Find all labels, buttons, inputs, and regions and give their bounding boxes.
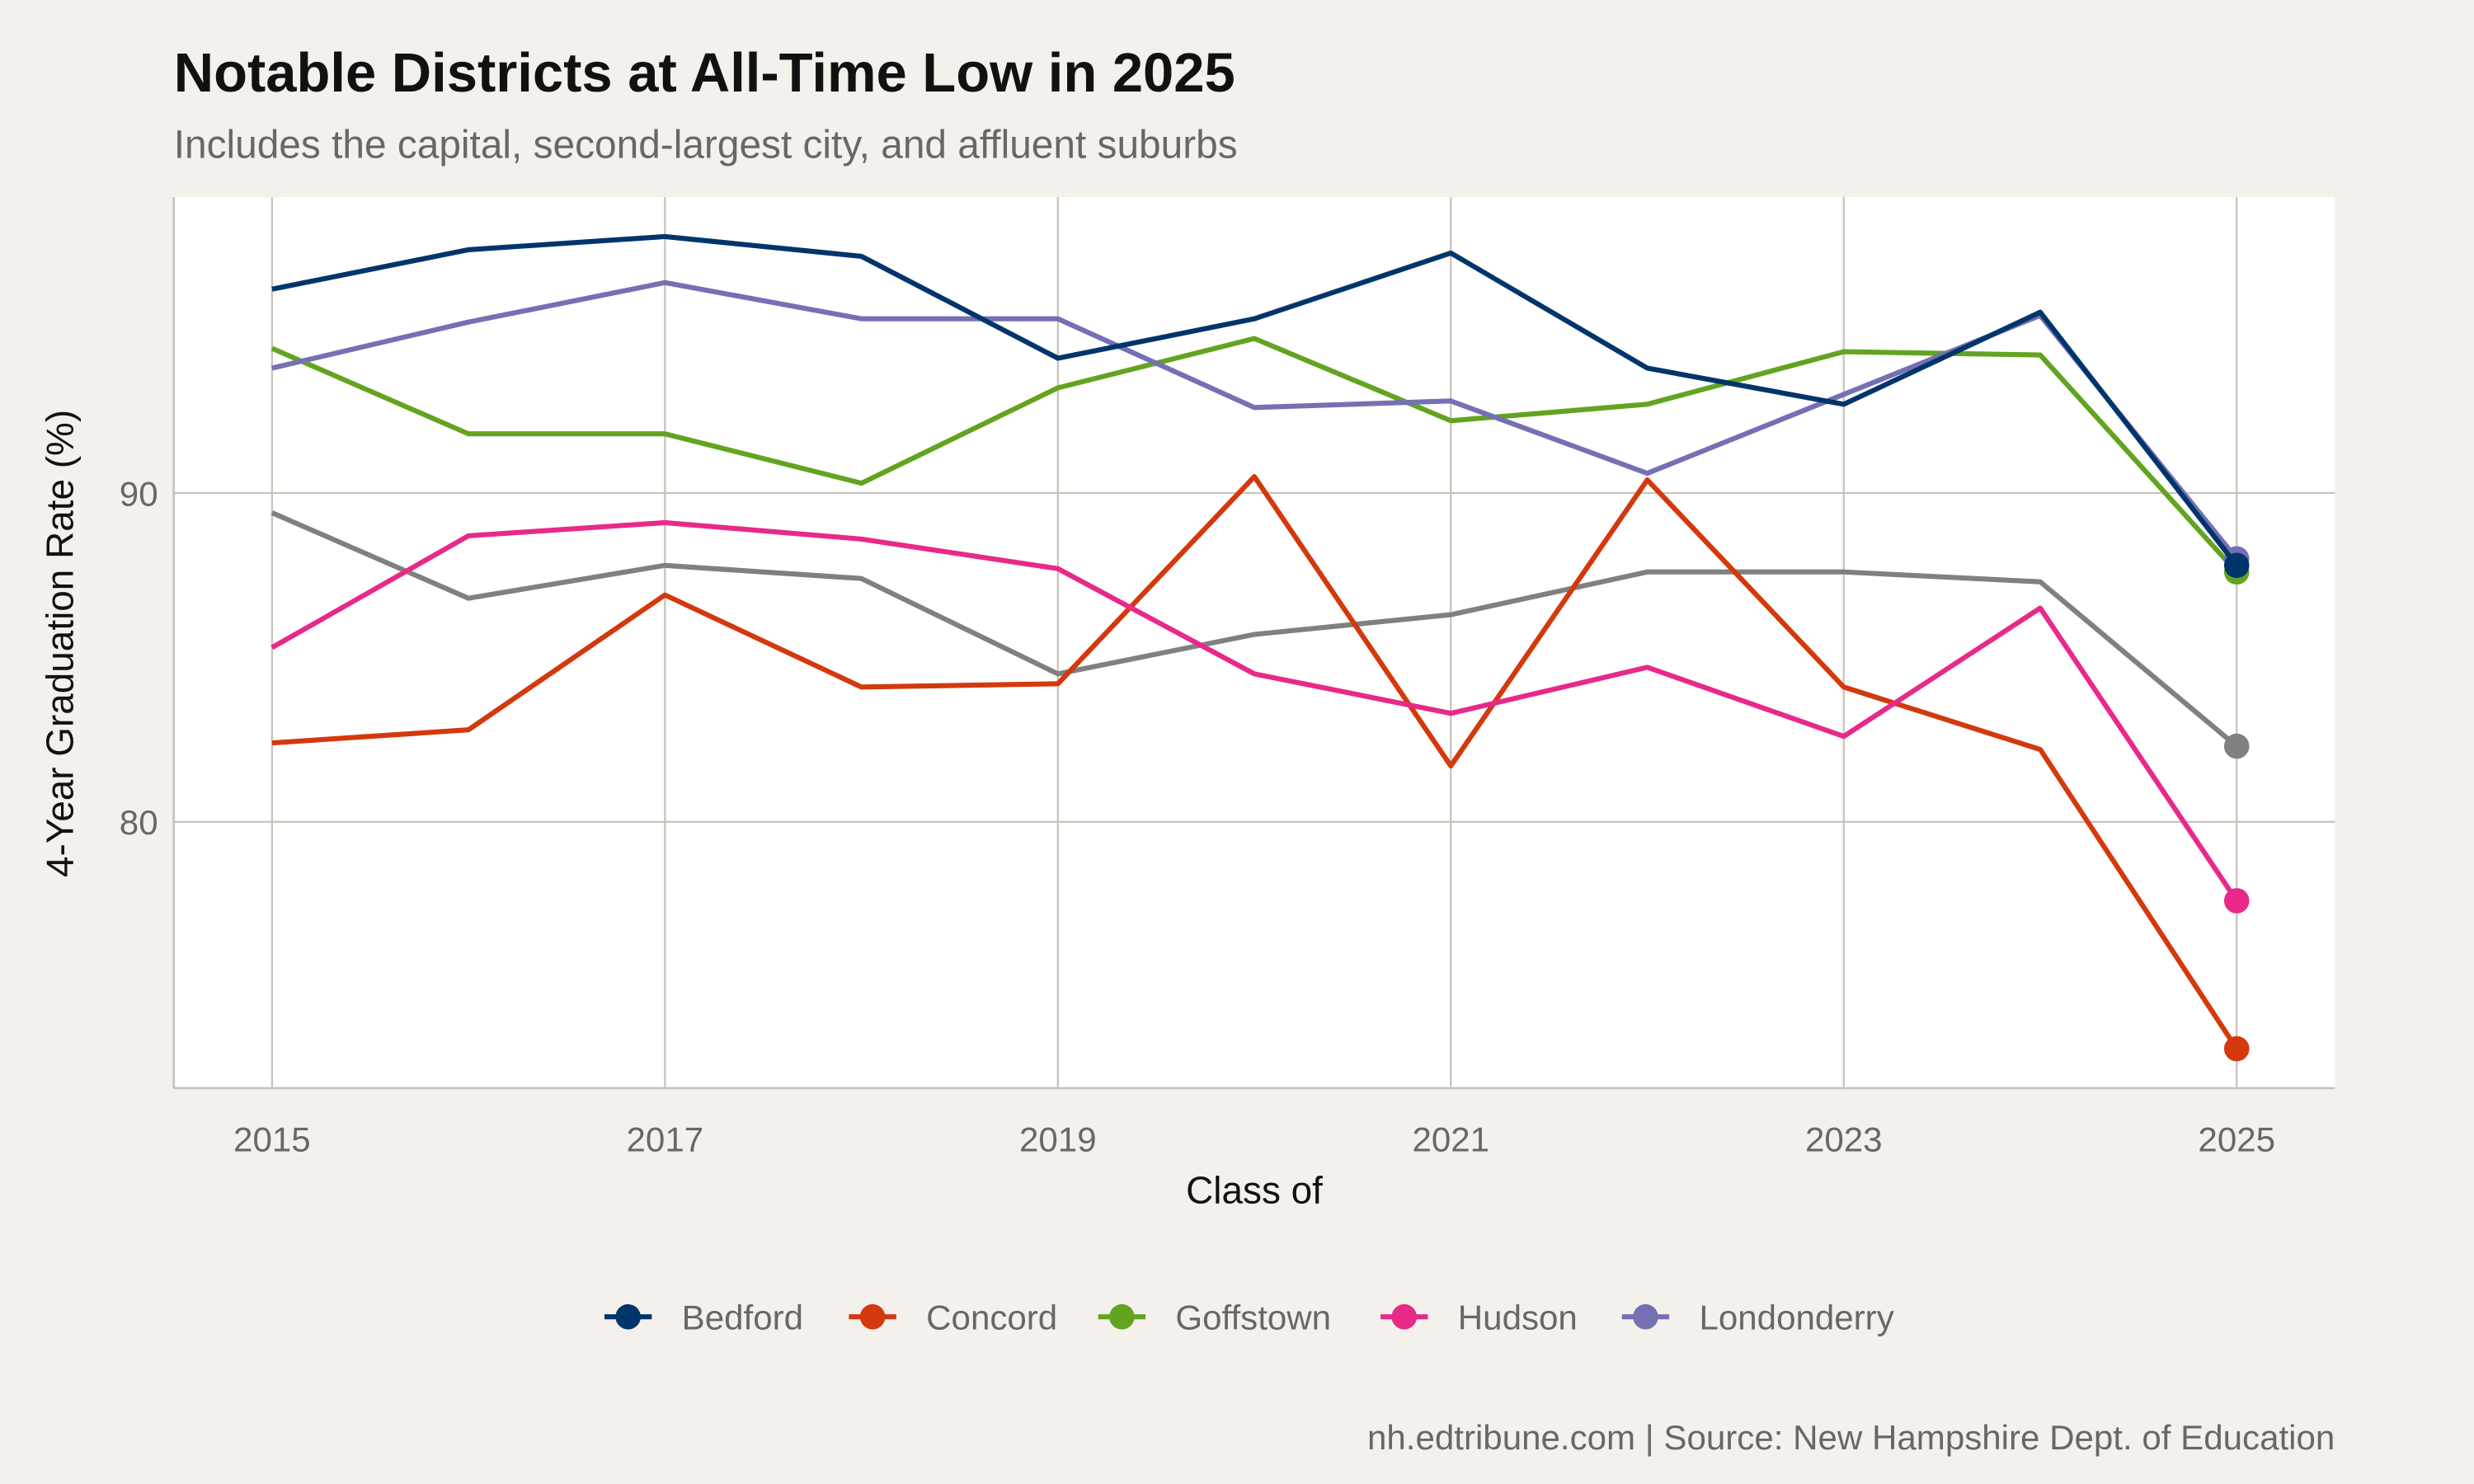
caption: nh.edtribune.com | Source: New Hampshire… <box>1367 1418 2335 1457</box>
x-tick-label: 2025 <box>2198 1120 2275 1158</box>
legend: Bedford Concord Goffstown Hudson Londonderry <box>604 1298 1894 1337</box>
end-point-concord <box>2223 1036 2250 1062</box>
legend-label-goffstown: Goffstown <box>1175 1298 1331 1337</box>
gridlines <box>173 197 2335 1088</box>
x-tick-label: 2023 <box>1805 1120 1883 1158</box>
plot-panel <box>173 197 2335 1088</box>
series-line-concord <box>271 474 2239 1050</box>
chart-subtitle: Includes the capital, second-largest cit… <box>174 123 1238 167</box>
series-line-londonderry <box>271 279 2239 561</box>
series-line-other <box>270 510 2239 749</box>
end-point-other <box>2223 733 2250 759</box>
tick-labels: 2015 2017 2019 2021 2023 2025 80 90 <box>120 474 2275 1158</box>
x-tick-label: 2019 <box>1019 1120 1097 1158</box>
legend-key-point-concord <box>859 1303 886 1330</box>
legend-label-londonderry: Londonderry <box>1699 1298 1893 1337</box>
y-axis-label: 4-Year Graduation Rate (%) <box>38 410 81 877</box>
x-tick-label: 2017 <box>627 1120 704 1158</box>
y-tick-label: 80 <box>120 803 158 842</box>
end-point-bedford <box>2223 552 2250 579</box>
legend-label-concord: Concord <box>926 1298 1057 1337</box>
legend-key-point-goffstown <box>1109 1303 1135 1330</box>
series-line-hudson <box>270 519 2239 903</box>
series-lines <box>270 233 2250 1062</box>
legend-key-point-bedford <box>615 1303 641 1330</box>
legend-key-point-londonderry <box>1633 1303 1658 1330</box>
chart-title: Notable Districts at All-Time Low in 202… <box>174 42 1235 104</box>
end-point-hudson <box>2223 888 2250 913</box>
axes <box>172 197 2335 1090</box>
y-tick-label: 90 <box>120 474 158 513</box>
legend-label-bedford: Bedford <box>682 1298 803 1337</box>
x-tick-label: 2021 <box>1412 1120 1489 1158</box>
x-tick-label: 2015 <box>233 1120 311 1158</box>
legend-label-hudson: Hudson <box>1458 1298 1578 1337</box>
series-line-goffstown <box>270 336 2239 574</box>
legend-key-point-hudson <box>1391 1303 1418 1330</box>
x-axis-label: Class of <box>1186 1169 1323 1212</box>
series-line-bedford <box>271 233 2239 567</box>
